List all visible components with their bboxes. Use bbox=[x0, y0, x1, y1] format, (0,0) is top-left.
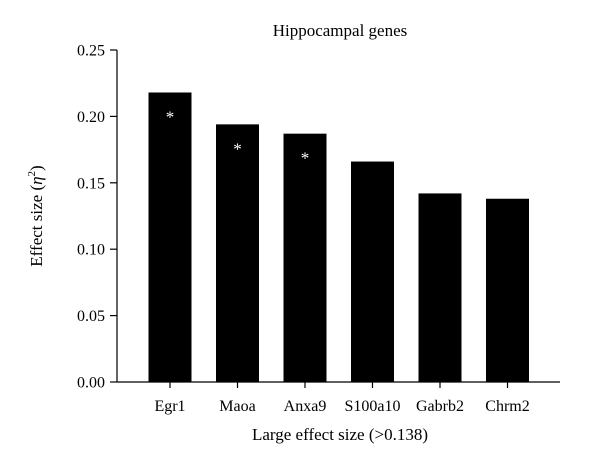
y-axis-ticks: 0.00 0.05 0.10 0.15 0.20 0.25 bbox=[77, 43, 117, 392]
y-tick-label: 0.10 bbox=[77, 242, 105, 259]
y-axis-label: Effect size (η2) bbox=[26, 165, 46, 266]
y-tick-label: 0.15 bbox=[77, 175, 105, 192]
bar bbox=[283, 133, 327, 382]
significance-asterisk: * bbox=[233, 139, 242, 158]
significance-asterisk: * bbox=[166, 107, 175, 126]
bar bbox=[148, 92, 192, 382]
y-axis-label-suffix: ) bbox=[27, 165, 46, 171]
bars bbox=[148, 92, 529, 383]
bar bbox=[351, 161, 394, 382]
bar bbox=[418, 193, 462, 382]
x-axis-tick-labels: Egr1 Maoa Anxa9 S100a10 Gabrb2 Chrm2 bbox=[154, 382, 530, 415]
y-axis-label-symbol: η bbox=[27, 176, 46, 184]
significance-asterisk: * bbox=[301, 149, 310, 168]
significance-annotations: * * * bbox=[166, 107, 310, 167]
bar bbox=[216, 124, 259, 383]
y-axis-label-prefix: Effect size ( bbox=[27, 185, 46, 267]
bar bbox=[486, 198, 529, 382]
y-tick-label: 0.00 bbox=[77, 375, 105, 392]
x-tick-label: Maoa bbox=[219, 398, 255, 415]
y-tick-label: 0.20 bbox=[77, 109, 105, 126]
y-tick-label: 0.05 bbox=[77, 308, 105, 325]
y-axis-label-superscript: 2 bbox=[26, 171, 38, 177]
x-tick-label: Gabrb2 bbox=[416, 398, 464, 415]
chart-title: Hippocampal genes bbox=[273, 21, 408, 40]
x-tick-label: S100a10 bbox=[345, 398, 401, 415]
x-axis-label: Large effect size (>0.138) bbox=[252, 425, 428, 444]
x-tick-label: Anxa9 bbox=[284, 398, 327, 415]
x-tick-label: Chrm2 bbox=[485, 398, 529, 415]
x-tick-label: Egr1 bbox=[154, 398, 185, 415]
y-tick-label: 0.25 bbox=[77, 43, 105, 60]
